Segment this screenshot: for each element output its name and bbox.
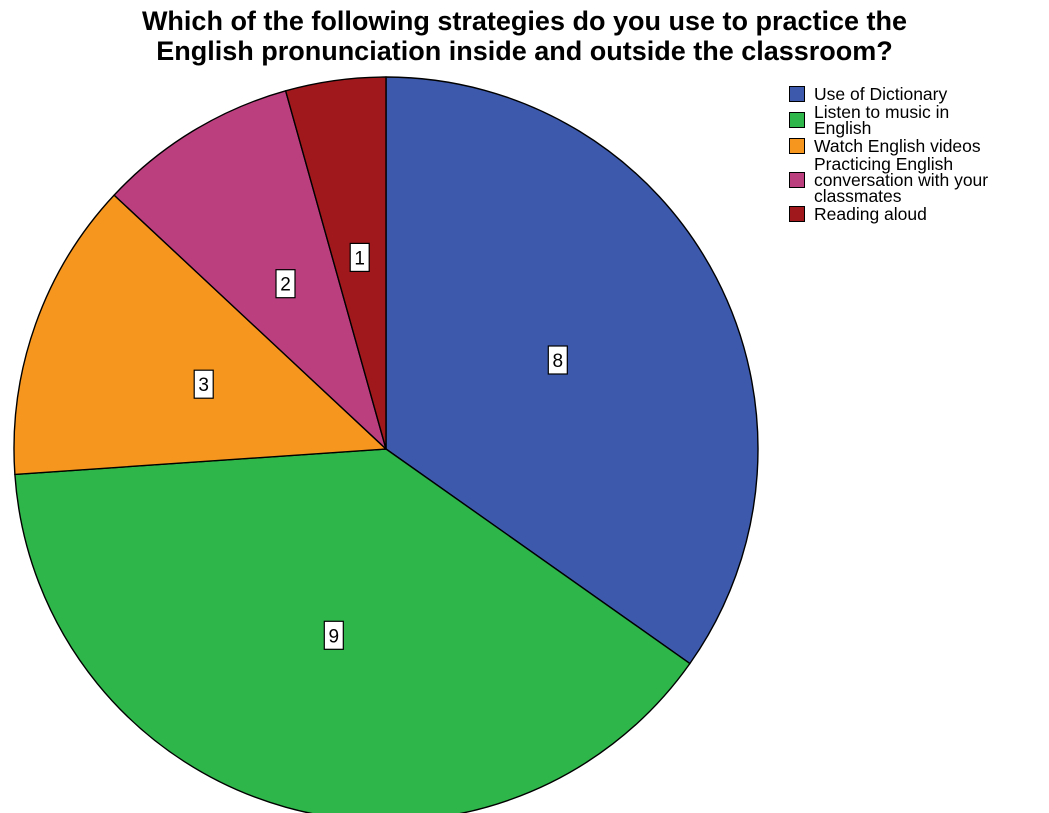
pie-slice-2 [14, 448, 691, 813]
data-label-1: 8 [547, 345, 568, 375]
pie-slice-5 [284, 76, 387, 450]
legend-label: classmates [814, 186, 902, 206]
pie-slice-1 [385, 76, 759, 665]
legend-label: Use of Dictionary [814, 84, 948, 104]
data-label-5: 1 [349, 242, 370, 272]
data-label-text: 2 [280, 275, 291, 296]
legend-item-2: Listen to music in English [787, 102, 1049, 138]
chart-title: Which of the following strategies do you… [0, 6, 1049, 66]
data-label-box [323, 620, 344, 650]
legend-label: conversation with your [814, 170, 989, 190]
data-label-text: 1 [354, 248, 365, 269]
data-label-box [275, 269, 296, 299]
pie-slice-4 [113, 90, 387, 450]
legend-label: Watch English videos [814, 136, 981, 156]
legend-item-1: Use of Dictionary [787, 84, 1049, 104]
data-label-4: 2 [275, 269, 296, 299]
legend-label: Listen to music in [814, 102, 950, 122]
data-label-box [193, 369, 214, 399]
chart-title-line-2: English pronunciation inside and outside… [156, 36, 893, 66]
legend-label: English [814, 118, 872, 138]
legend-label: Practicing English [814, 154, 954, 174]
chart-legend: Use of Dictionary Listen to music in Engli… [787, 84, 1049, 224]
legend-label: Reading aloud [814, 204, 927, 224]
data-label-3: 3 [193, 369, 214, 399]
legend-item-5: Reading aloud [787, 204, 1049, 224]
legend-swatch [789, 112, 805, 128]
chart-title-line-1: Which of the following strategies do you… [141, 6, 908, 36]
data-label-box [547, 345, 568, 375]
data-label-text: 9 [329, 626, 340, 647]
legend-swatch [789, 206, 805, 222]
data-label-text: 3 [198, 375, 209, 396]
legend-swatch [789, 138, 805, 154]
data-label-box [349, 242, 370, 272]
legend-swatch [789, 86, 805, 102]
legend-item-4: Practicing English conversation with your… [787, 154, 1049, 206]
data-label-text: 8 [553, 351, 564, 372]
pie-slice-3 [13, 194, 387, 476]
data-label-2: 9 [323, 620, 344, 650]
legend-item-3: Watch English videos [787, 136, 1049, 156]
legend-swatch [789, 172, 805, 188]
